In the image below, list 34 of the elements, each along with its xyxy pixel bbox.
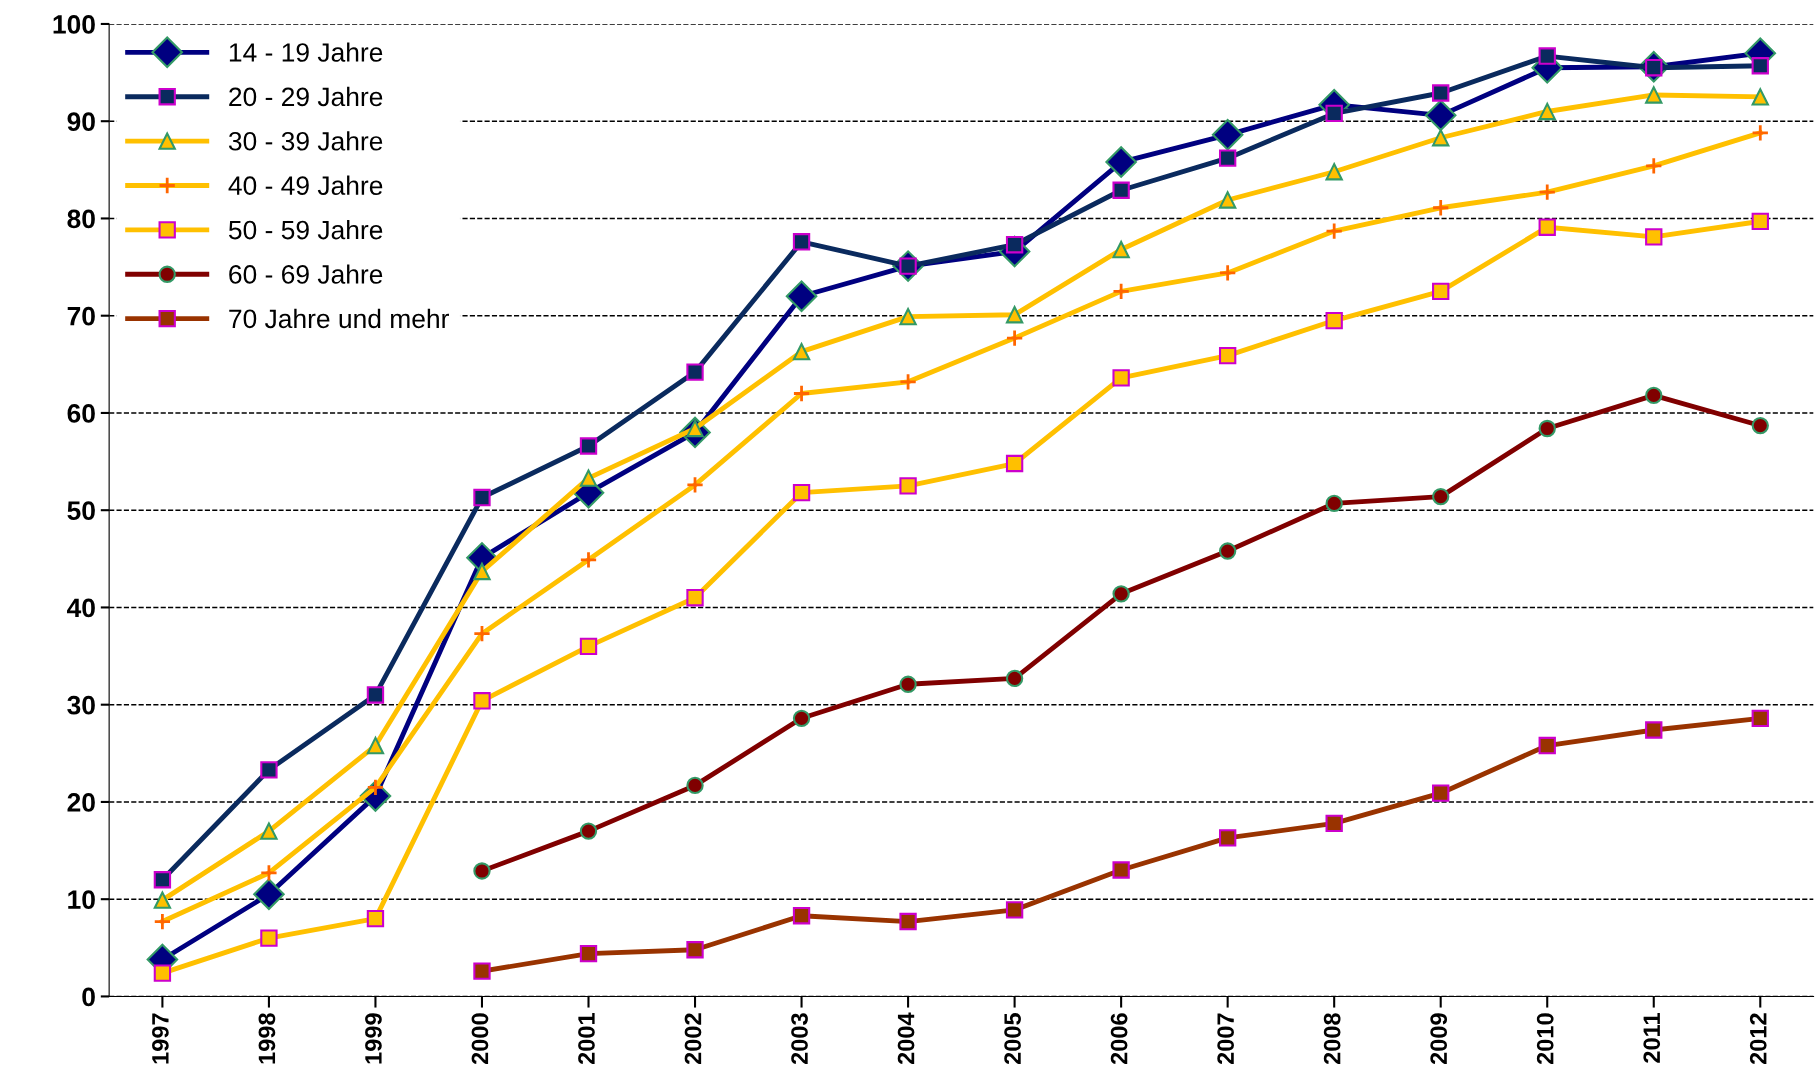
y-tick-label: 70	[67, 306, 95, 326]
y-tick-label: 60	[67, 404, 95, 423]
y-tick-label: 80	[67, 209, 95, 229]
y-tick-label: 10	[68, 890, 95, 910]
x-tick-label: 1998	[258, 1013, 276, 1064]
x-tick-label: 2009	[1430, 1013, 1448, 1065]
y-tick-label: 40	[67, 598, 95, 618]
legend-label: 20 - 29 Jahre	[229, 86, 383, 107]
x-tick-label: 2006	[1110, 1013, 1128, 1065]
x-tick-label: 2000	[471, 1013, 489, 1065]
y-tick-label: 100	[53, 15, 95, 34]
y-tick-label: 90	[67, 112, 95, 132]
y-tick-label: 20	[67, 793, 95, 812]
legend-label: 30 - 39 Jahre	[228, 131, 383, 151]
y-tick-label: 0	[82, 987, 95, 1007]
x-tick-label: 2005	[1004, 1013, 1021, 1065]
x-tick-label: 2003	[791, 1013, 808, 1065]
x-tick-label: 2002	[684, 1013, 702, 1065]
legend-label: 14 - 19 Jahre	[229, 42, 383, 62]
x-tick-label: 1997	[152, 1013, 169, 1064]
x-tick-label: 2008	[1323, 1013, 1341, 1065]
x-tick-label: 2012	[1749, 1013, 1767, 1065]
y-tick-label: 30	[67, 695, 95, 715]
legend-label: 50 - 59 Jahre	[228, 219, 383, 240]
y-tick-label: 50	[67, 501, 95, 521]
legend-label: 60 - 69 Jahre	[229, 264, 383, 284]
x-tick-label: 2001	[578, 1013, 595, 1065]
x-tick-label: 2007	[1217, 1013, 1234, 1065]
x-tick-label: 1999	[365, 1013, 382, 1064]
legend-label: 70 Jahre und mehr	[229, 308, 449, 329]
x-tick-label: 2011	[1643, 1013, 1661, 1063]
x-tick-label: 2004	[897, 1012, 915, 1065]
legend-label: 40 - 49 Jahre	[228, 175, 383, 195]
x-tick-label: 2010	[1536, 1013, 1554, 1065]
